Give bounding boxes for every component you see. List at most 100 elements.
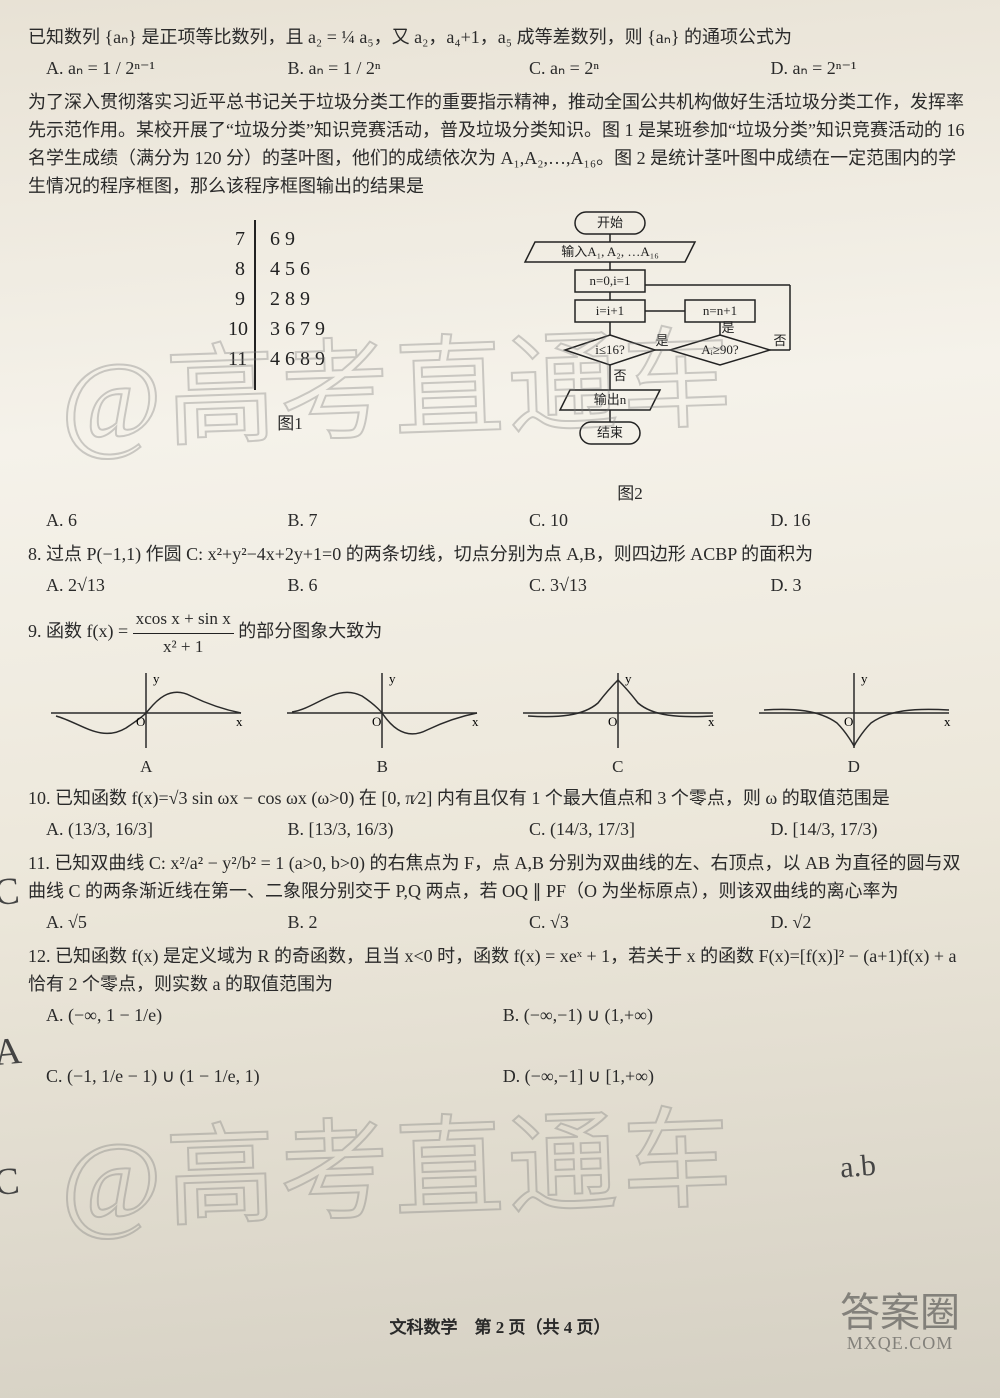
svg-text:否: 否 xyxy=(773,333,786,348)
q8-stem: 8. 过点 P(−1,1) 作圆 C: x²+y²−4x+2y+1=0 的两条切… xyxy=(28,541,972,569)
q12-options: A. (−∞, 1 − 1/e) B. (−∞,−1) ∪ (1,+∞) C. … xyxy=(46,1005,972,1087)
q8-opt-a: A. 2√13 xyxy=(46,575,248,596)
svg-text:y: y xyxy=(389,671,396,686)
handwritten-ab: a.b xyxy=(839,1149,878,1186)
q6-opt-c: C. aₙ = 2ⁿ xyxy=(529,58,731,79)
svg-text:O: O xyxy=(372,714,381,729)
q10-stem: 10. 已知函数 f(x)=√3 sin ωx − cos ωx (ω>0) 在… xyxy=(28,785,972,813)
fig1-caption: 图1 xyxy=(200,409,380,434)
svg-text:x: x xyxy=(236,714,243,729)
q9-cap-d: D xyxy=(848,757,860,777)
q9-frac-den: x² + 1 xyxy=(133,634,234,660)
q9-cap-b: B xyxy=(377,757,388,777)
handwritten-a: A xyxy=(0,1029,23,1075)
svg-text:9: 9 xyxy=(235,288,245,310)
q9-post: 的部分图象大致为 xyxy=(238,621,382,641)
svg-text:输出n: 输出n xyxy=(594,392,627,407)
q11-opt-b: B. 2 xyxy=(288,912,490,933)
q8-options: A. 2√13 B. 6 C. 3√13 D. 3 xyxy=(46,575,972,596)
q9-pre: 9. 函数 f(x) = xyxy=(28,621,133,641)
q6-stem: 已知数列 {aₙ} 是正项等比数列，且 a₂ = ¼ a₅，又 a₂，a₄+1，… xyxy=(28,24,972,52)
q12-opt-c: C. (−1, 1/e − 1) ∪ (1 − 1/e, 1) xyxy=(46,1066,463,1087)
flowchart: 开始 输入A₁, A₂, …A₁₆ n=0,i=1 i=i+1 n=n+1 i≤… xyxy=(460,210,800,504)
q8-opt-b: B. 6 xyxy=(288,575,490,596)
stem-leaf-plot: 7 8 9 10 11 6 9 4 5 6 2 8 9 3 6 7 9 4 6 … xyxy=(200,210,380,504)
svg-text:n=0,i=1: n=0,i=1 xyxy=(589,273,630,288)
q9-cap-c: C xyxy=(612,757,623,777)
svg-text:6 9: 6 9 xyxy=(270,228,295,250)
q10-options: A. (13/3, 16/3] B. [13/3, 16/3) C. (14/3… xyxy=(46,819,972,840)
svg-text:否: 否 xyxy=(613,368,626,383)
svg-text:输入A₁, A₂, …A₁₆: 输入A₁, A₂, …A₁₆ xyxy=(561,244,659,259)
q12-opt-a: A. (−∞, 1 − 1/e) xyxy=(46,1005,463,1026)
q7-options: A. 6 B. 7 C. 10 D. 16 xyxy=(46,510,972,531)
q9-cap-a: A xyxy=(140,757,152,777)
svg-text:y: y xyxy=(625,671,632,686)
q11-opt-d: D. √2 xyxy=(771,912,973,933)
answer-stamp: 答案圈 MXQE.COM xyxy=(840,1292,960,1353)
fig2-caption: 图2 xyxy=(460,479,800,504)
q8-opt-d: D. 3 xyxy=(771,575,973,596)
q10-opt-a: A. (13/3, 16/3] xyxy=(46,819,248,840)
stamp-top: 答案圈 xyxy=(840,1292,960,1334)
svg-text:是: 是 xyxy=(721,320,734,335)
q9-fraction: xcos x + sin x x² + 1 xyxy=(133,606,234,660)
q12-opt-b: B. (−∞,−1) ∪ (1,+∞) xyxy=(503,1005,920,1026)
svg-text:y: y xyxy=(861,671,868,686)
q10-opt-d: D. [14/3, 17/3) xyxy=(771,819,973,840)
q9-captions: A B C D xyxy=(28,757,972,777)
q6-options: A. aₙ = 1 / 2ⁿ⁻¹ B. aₙ = 1 / 2ⁿ C. aₙ = … xyxy=(46,58,972,79)
watermark-bottom: @高考直通车 xyxy=(57,1068,737,1251)
svg-text:结束: 结束 xyxy=(597,425,623,440)
q7-opt-b: B. 7 xyxy=(288,510,490,531)
q11-opt-c: C. √3 xyxy=(529,912,731,933)
q7-opt-d: D. 16 xyxy=(771,510,973,531)
q7-opt-a: A. 6 xyxy=(46,510,248,531)
svg-text:是: 是 xyxy=(655,333,668,348)
q9-stem: 9. 函数 f(x) = xcos x + sin x x² + 1 的部分图象… xyxy=(28,606,972,660)
q10-opt-c: C. (14/3, 17/3] xyxy=(529,819,731,840)
svg-text:x: x xyxy=(944,714,951,729)
svg-text:O: O xyxy=(608,714,617,729)
svg-text:x: x xyxy=(708,714,715,729)
handwritten-c-2: C xyxy=(0,1159,21,1205)
q9-frac-num: xcos x + sin x xyxy=(133,606,234,633)
q7-figures: 7 8 9 10 11 6 9 4 5 6 2 8 9 3 6 7 9 4 6 … xyxy=(28,210,972,504)
svg-text:i=i+1: i=i+1 xyxy=(596,303,624,318)
svg-text:7: 7 xyxy=(235,228,245,250)
svg-text:y: y xyxy=(153,671,160,686)
svg-text:11: 11 xyxy=(228,348,247,370)
svg-text:4 5 6: 4 5 6 xyxy=(270,258,310,280)
q12-stem: 12. 已知函数 f(x) 是定义域为 R 的奇函数，且当 x<0 时，函数 f… xyxy=(28,943,972,999)
q6-opt-d: D. aₙ = 2ⁿ⁻¹ xyxy=(771,58,973,79)
q6-opt-b: B. aₙ = 1 / 2ⁿ xyxy=(288,58,490,79)
svg-text:n=n+1: n=n+1 xyxy=(703,303,737,318)
svg-text:开始: 开始 xyxy=(597,215,623,230)
svg-text:2 8 9: 2 8 9 xyxy=(270,288,310,310)
q9-graph-a: y x O xyxy=(41,668,251,753)
svg-text:10: 10 xyxy=(228,318,248,340)
q6-opt-a: A. aₙ = 1 / 2ⁿ⁻¹ xyxy=(46,58,248,79)
q12-opt-d: D. (−∞,−1] ∪ [1,+∞) xyxy=(503,1066,920,1087)
q11-options: A. √5 B. 2 C. √3 D. √2 xyxy=(46,912,972,933)
svg-text:x: x xyxy=(472,714,479,729)
svg-text:O: O xyxy=(844,714,853,729)
svg-text:i≤16?: i≤16? xyxy=(595,342,625,357)
q9-graph-d: y x O xyxy=(749,668,959,753)
svg-text:3 6 7 9: 3 6 7 9 xyxy=(270,318,325,340)
q11-opt-a: A. √5 xyxy=(46,912,248,933)
q9-graph-c: y x O xyxy=(513,668,723,753)
q9-graph-b: y x O xyxy=(277,668,487,753)
q7-opt-c: C. 10 xyxy=(529,510,731,531)
stamp-bottom: MXQE.COM xyxy=(840,1334,960,1353)
q11-stem: 11. 已知双曲线 C: x²/a² − y²/b² = 1 (a>0, b>0… xyxy=(28,850,972,906)
q8-opt-c: C. 3√13 xyxy=(529,575,731,596)
svg-text:Aᵢ≥90?: Aᵢ≥90? xyxy=(701,342,739,357)
q9-graphs: y x O y x O y x O y x O xyxy=(28,668,972,753)
svg-text:4 6 8 9: 4 6 8 9 xyxy=(270,348,325,370)
handwritten-c-1: C xyxy=(0,869,21,915)
svg-text:O: O xyxy=(136,714,145,729)
q7-stem: 为了深入贯彻落实习近平总书记关于垃圾分类工作的重要指示精神，推动全国公共机构做好… xyxy=(28,89,972,201)
q10-opt-b: B. [13/3, 16/3) xyxy=(288,819,490,840)
svg-text:8: 8 xyxy=(235,258,245,280)
